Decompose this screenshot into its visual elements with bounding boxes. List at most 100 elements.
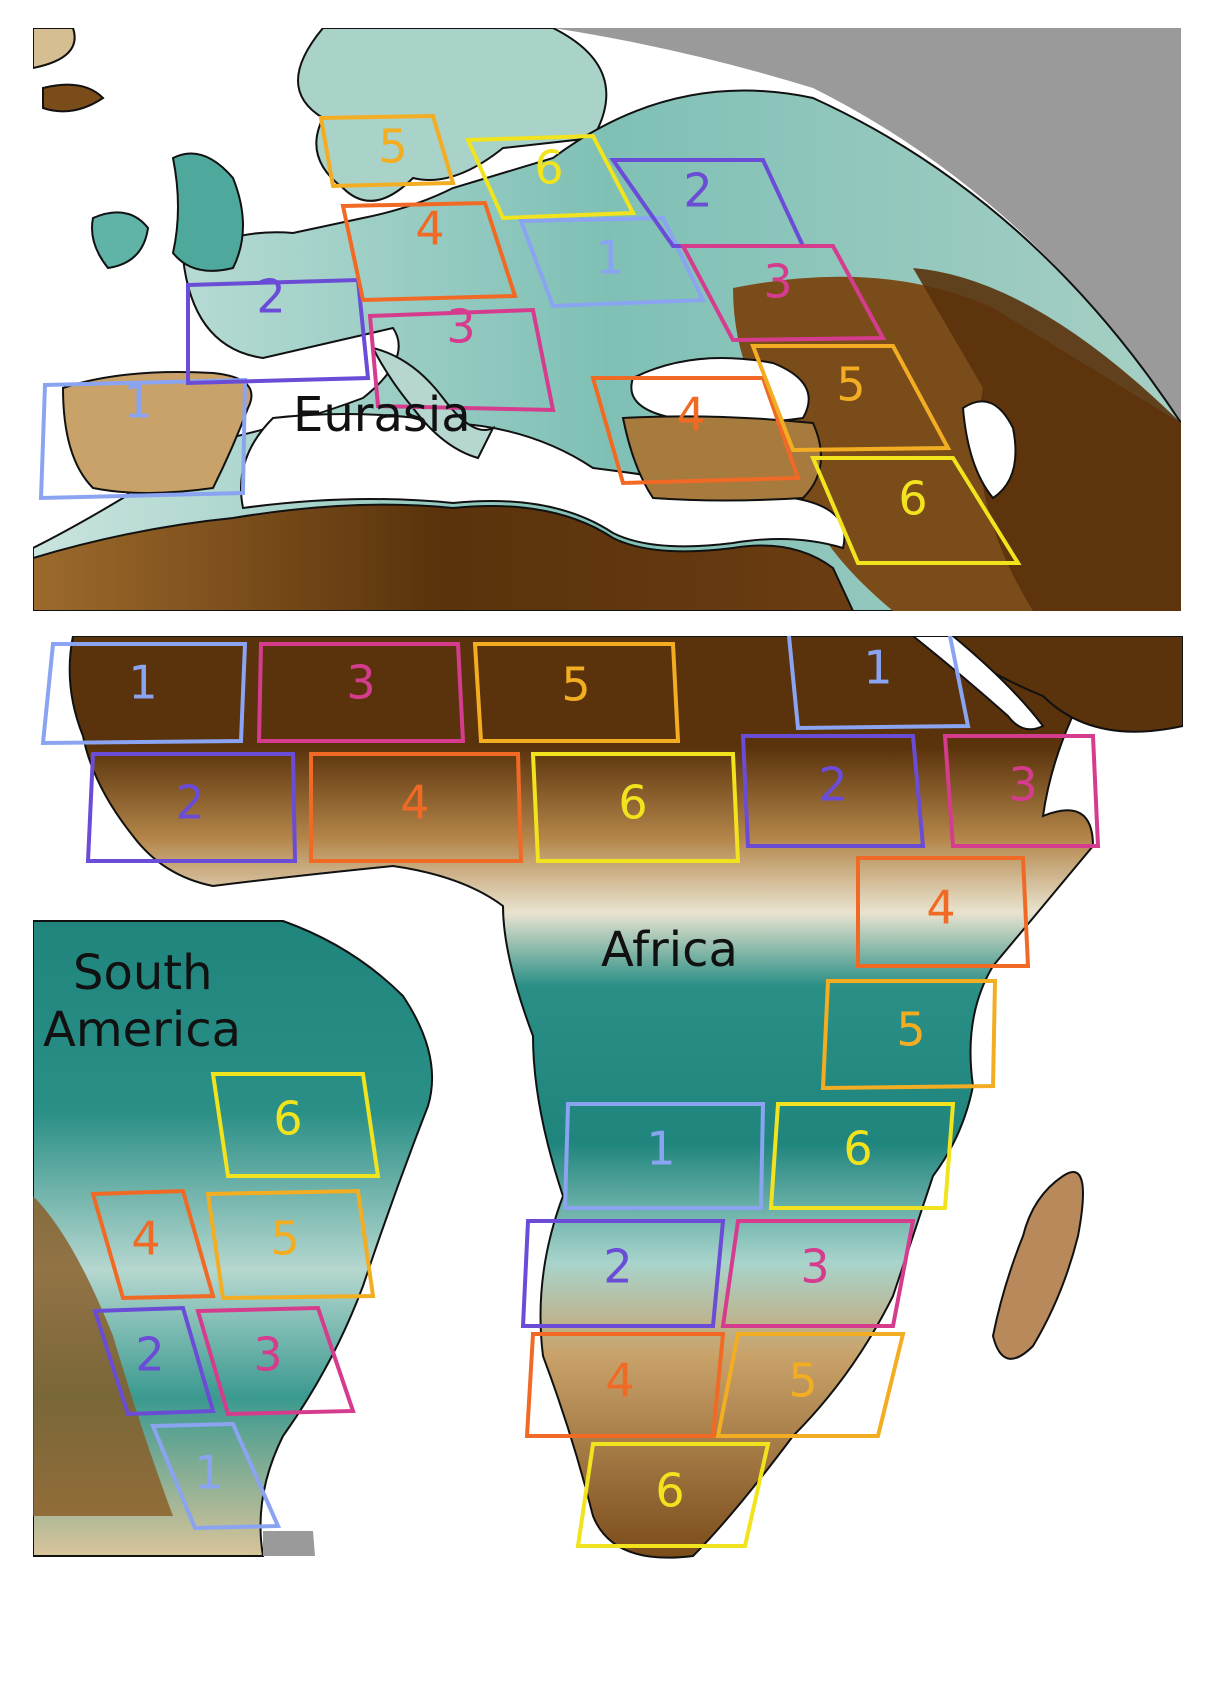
box-number: 1 xyxy=(194,1446,223,1500)
box-2-namibia xyxy=(520,1219,726,1328)
box-number: 2 xyxy=(818,758,847,812)
box-number: 6 xyxy=(618,776,647,830)
no-data-corner xyxy=(263,1531,315,1556)
box-3-zimbabwe xyxy=(720,1219,916,1328)
box-number: 1 xyxy=(595,231,624,285)
box-number: 4 xyxy=(415,202,444,256)
box-3-mali xyxy=(256,642,466,743)
region-label-south-america-line2: America xyxy=(43,1002,241,1058)
box-number: 4 xyxy=(605,1354,634,1408)
box-number: 4 xyxy=(131,1212,160,1266)
box-number: 2 xyxy=(256,270,285,324)
madagascar-land xyxy=(991,1171,1084,1360)
box-5-brazil-south xyxy=(205,1188,376,1301)
caspian-sea xyxy=(961,400,1017,500)
box-number: 3 xyxy=(253,1328,282,1382)
africa-study-boxes xyxy=(40,636,1101,1548)
box-4-kenya xyxy=(856,856,1031,968)
box-5-baltic xyxy=(318,113,456,189)
box-number: 5 xyxy=(896,1003,925,1057)
box-number: 2 xyxy=(135,1328,164,1382)
box-3-argentina xyxy=(195,1305,356,1417)
box-1-ukraine xyxy=(518,215,707,309)
box-number: 2 xyxy=(683,164,712,218)
box-number: 5 xyxy=(836,358,865,412)
box-3-kazakh xyxy=(679,244,887,343)
box-1-chile xyxy=(150,1421,282,1531)
box-4-turkey xyxy=(590,376,801,486)
box-1-sudan xyxy=(786,636,971,731)
box-number: 4 xyxy=(400,776,429,830)
britain-land xyxy=(171,152,244,272)
box-number: 4 xyxy=(676,388,705,442)
box-2-south-sudan xyxy=(740,734,926,848)
box-5-niger xyxy=(472,642,681,743)
africa-south-america-map-panel: 1 3 5 1 2 4 6 2 3 4 5 1 6 2 3 4 5 6 6 4 … xyxy=(33,636,1183,1654)
box-2-france xyxy=(186,277,371,386)
italy-land xyxy=(371,346,496,460)
box-number: 3 xyxy=(763,255,792,309)
south-america-study-boxes xyxy=(90,1072,381,1531)
north-africa-land xyxy=(33,503,855,611)
black-sea xyxy=(630,357,810,424)
box-number: 3 xyxy=(346,656,375,710)
africa-box-numbers: 1 3 5 1 2 4 6 2 3 4 5 1 6 2 3 4 5 6 6 4 … xyxy=(128,641,1037,1518)
box-6-nigeria xyxy=(530,752,741,863)
box-number: 6 xyxy=(655,1464,684,1518)
box-number: 2 xyxy=(603,1240,632,1294)
iberia-land xyxy=(61,371,253,494)
box-6-iran xyxy=(809,456,1022,565)
box-5-mozambique xyxy=(715,1332,906,1438)
box-number: 1 xyxy=(863,641,892,695)
box-6-zambia xyxy=(768,1102,956,1210)
box-number: 6 xyxy=(898,472,927,526)
box-number: 4 xyxy=(926,881,955,935)
box-number: 5 xyxy=(788,1354,817,1408)
box-number: 5 xyxy=(378,120,407,174)
region-label-south-america-line1: South xyxy=(73,945,213,1001)
region-label-africa: Africa xyxy=(601,922,738,978)
andes-dry-land xyxy=(33,1196,173,1516)
mediterranean-sea xyxy=(240,413,846,550)
arctic-island xyxy=(42,83,105,113)
box-6-brazil xyxy=(210,1072,381,1178)
box-6-russia xyxy=(464,133,637,221)
box-1-angola xyxy=(562,1102,766,1210)
box-4-bolivia xyxy=(90,1188,216,1301)
box-number: 5 xyxy=(270,1212,299,1266)
box-3-somalia xyxy=(942,734,1101,848)
box-number: 3 xyxy=(800,1240,829,1294)
box-4-poland xyxy=(340,200,518,303)
scandinavia-land xyxy=(297,28,608,202)
box-number: 6 xyxy=(273,1092,302,1146)
steppe-land-dark xyxy=(913,268,1181,611)
ireland-land xyxy=(91,211,150,270)
arctic-island xyxy=(33,28,76,70)
eurasia-study-boxes xyxy=(38,113,1022,565)
eurasia-map-panel: 1 2 3 4 5 6 1 2 3 4 5 6 Eurasia xyxy=(33,28,1181,611)
box-number: 2 xyxy=(175,776,204,830)
box-number: 6 xyxy=(843,1122,872,1176)
box-number: 3 xyxy=(1008,758,1037,812)
box-1-iberia xyxy=(38,377,248,501)
box-1-senegal xyxy=(40,642,248,746)
box-3-balkans xyxy=(367,307,556,413)
box-number: 5 xyxy=(561,658,590,712)
no-data-band xyxy=(553,28,1181,423)
box-number: 1 xyxy=(646,1122,675,1176)
box-4-ivory-coast xyxy=(309,752,524,863)
eurasia-box-numbers: 1 2 3 4 5 6 1 2 3 4 5 6 xyxy=(123,120,927,526)
box-6-south-africa xyxy=(575,1442,771,1548)
box-number: 3 xyxy=(446,300,475,354)
region-label-eurasia: Eurasia xyxy=(293,387,471,443)
box-number: 1 xyxy=(128,656,157,710)
box-number: 6 xyxy=(534,141,563,195)
box-number: 1 xyxy=(123,375,152,429)
box-2-argentina-north xyxy=(92,1305,216,1417)
africa-map: 1 3 5 1 2 4 6 2 3 4 5 1 6 2 3 4 5 6 6 4 … xyxy=(33,636,1183,1559)
box-4-namibia-south xyxy=(524,1332,726,1438)
box-5-tanzania xyxy=(820,979,998,1091)
box-5-caucasus xyxy=(750,344,952,453)
eurasia-map: 1 2 3 4 5 6 1 2 3 4 5 6 Eurasia xyxy=(33,28,1181,611)
box-2-guinea xyxy=(85,752,298,863)
